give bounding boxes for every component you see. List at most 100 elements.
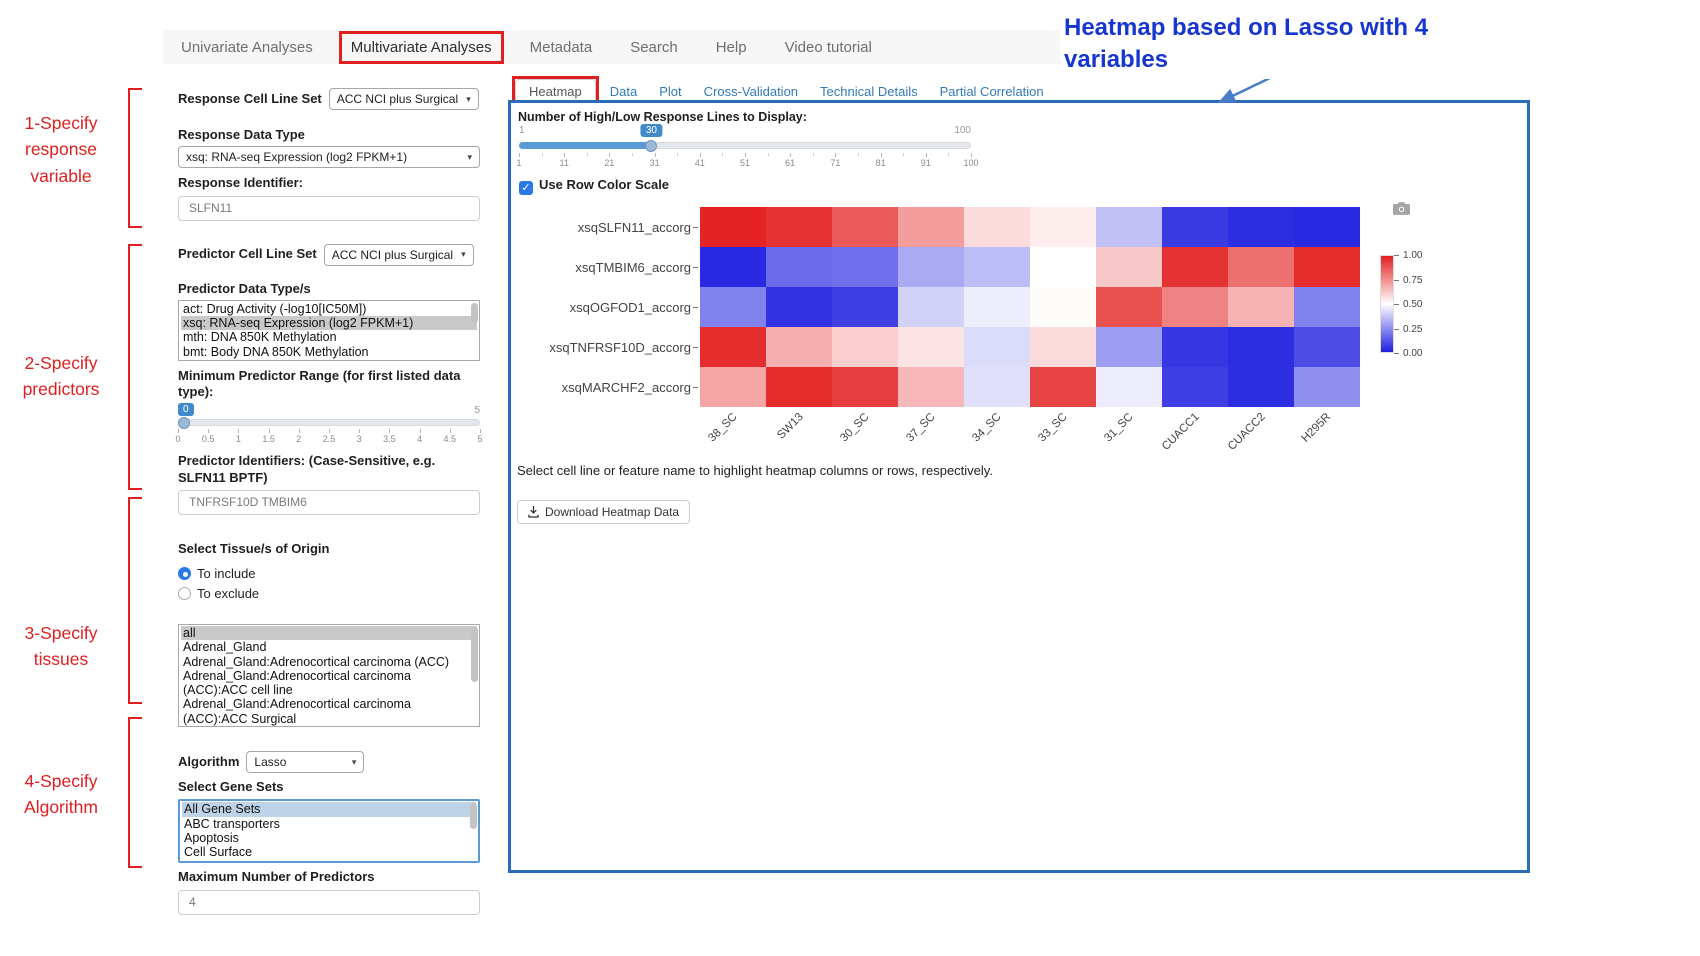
heatmap-column-label[interactable]: 37_SC [904, 411, 938, 445]
slider-ticks: 1 11 21 31 41 51 61 71 81 91 100 [516, 153, 979, 169]
response-data-type-select[interactable]: xsq: RNA-seq Expression (log2 FPKM+1) ▾ [178, 146, 480, 169]
option-adrenal-gland-adrenocortical-carcinoma-acc[interactable]: Adrenal_Gland:Adrenocortical carcinoma (… [183, 654, 450, 669]
option-adrenal-gland[interactable]: Adrenal_Gland [183, 640, 267, 655]
option-abc-transporters[interactable]: ABC transporters [184, 816, 280, 831]
heatmap-column-label[interactable]: CUACC2 [1225, 411, 1268, 453]
tab-cross-validation[interactable]: Cross-Validation [703, 84, 799, 99]
chevron-down-icon: ▾ [461, 249, 466, 259]
heatmap-column-label[interactable]: 38_SC [706, 411, 740, 445]
colorbar-ticks: 1.00 0.75 0.50 0.25 0.00 [1394, 250, 1434, 359]
predictor-cell-line-set-select[interactable]: ACC NCI plus Surgical ▾ [323, 243, 474, 266]
tab-data[interactable]: Data [609, 84, 638, 99]
heatmap-cell [898, 247, 964, 287]
heatmap-row-label[interactable]: xsqTNFRSF10D_accorg [549, 339, 691, 355]
use-row-color-scale-checkbox[interactable]: ✓ [519, 181, 533, 195]
slider-handle[interactable] [178, 417, 190, 430]
heatmap-column-label[interactable]: CUACC1 [1159, 411, 1202, 453]
predictor-data-types-listbox[interactable]: act: Drug Activity (-log10[IC50M]) xsq: R… [178, 299, 480, 361]
heatmap-cell [964, 327, 1030, 367]
predictor-identifiers-input[interactable] [178, 489, 480, 515]
heatmap-column-label[interactable]: 33_SC [1036, 411, 1070, 445]
min-predictor-range-label: Minimum Predictor Range (for first liste… [178, 367, 461, 399]
tab-technical-details[interactable]: Technical Details [820, 84, 918, 99]
heatmap-cell [1162, 287, 1228, 327]
slider-tick-mark [208, 429, 210, 434]
heatmap-cell [1228, 207, 1294, 247]
option-mth-dna-850k-methylation[interactable]: mth: DNA 850K Methylation [183, 330, 337, 345]
slider-tick-label: 1 [235, 434, 241, 445]
option-xsq-rna-seq-expression-log2-fpkm-1[interactable]: xsq: RNA-seq Expression (log2 FPKM+1) [181, 316, 477, 331]
chevron-down-icon: ▾ [466, 93, 471, 104]
scrollbar-thumb[interactable] [471, 302, 478, 323]
min-predictor-range-slider[interactable]: 0 5 0 0.5 1 1.5 2 2.5 3 3.5 4 4.5 5 [175, 403, 483, 445]
radio-to-exclude[interactable]: To exclude [178, 583, 480, 603]
heatmap-row: xsqTMBIM6_accorg [511, 247, 1360, 287]
nav-item-video-tutorial[interactable]: Video tutorial [784, 38, 872, 56]
option-apoptosis[interactable]: Apoptosis [184, 830, 239, 845]
scrollbar-thumb[interactable] [470, 803, 477, 830]
heatmap-column-label[interactable]: H295R [1299, 411, 1334, 445]
nav-item-multivariate-analyses[interactable]: Multivariate Analyses [338, 30, 504, 64]
heatmap-column-label[interactable]: 34_SC [970, 411, 1004, 445]
heatmap-row-label[interactable]: xsqOGFOD1_accorg [569, 299, 691, 315]
tab-plot[interactable]: Plot [659, 84, 682, 99]
response-lines-slider[interactable]: 1 100 30 1 11 21 31 41 51 61 71 81 91 100 [516, 123, 979, 168]
gene-sets-listbox[interactable]: All Gene Sets ABC transporters Apoptosis Ce… [178, 799, 480, 864]
nav-item-search[interactable]: Search [630, 38, 678, 56]
max-predictors-label: Maximum Number of Predictors [178, 869, 375, 885]
slider-tick-mark [858, 153, 859, 156]
option-cell-surface[interactable]: Cell Surface [184, 845, 253, 860]
heatmap-row-label[interactable]: xsqMARCHF2_accorg [561, 379, 691, 395]
response-cell-line-set-select[interactable]: ACC NCI plus Surgical ▾ [328, 88, 479, 110]
max-predictors-input[interactable] [178, 889, 480, 915]
heatmap-cell [766, 367, 832, 407]
tab-heatmap[interactable]: Heatmap [515, 79, 596, 104]
nav-item-help[interactable]: Help [715, 38, 747, 56]
heatmap-column-label[interactable]: SW13 [774, 411, 806, 442]
slider-handle[interactable] [645, 140, 658, 152]
heatmap-cell [1096, 327, 1162, 367]
slider-track[interactable] [178, 419, 480, 427]
annotation-step3: 3-Specify tissues [24, 623, 98, 670]
heatmap-cell [898, 327, 964, 367]
option-all-gene-sets[interactable]: All Gene Sets [182, 802, 476, 817]
heatmap-cell [1096, 287, 1162, 327]
heatmap-cell [1228, 367, 1294, 407]
annotation-step4: 4-Specify Algorithm [24, 771, 98, 818]
slider-tick-mark [449, 429, 451, 434]
slider-tick-label: 41 [694, 158, 705, 168]
response-cell-line-set-value: ACC NCI plus Surgical [336, 92, 459, 106]
colorbar-tick-mark [1394, 328, 1399, 330]
heatmap-cell [766, 287, 832, 327]
predictor-identifiers-label: Predictor Identifiers: (Case-Sensitive, … [178, 453, 436, 485]
option-bmt-body-dna-850k-methylation[interactable]: bmt: Body DNA 850K Methylation [183, 344, 369, 359]
colorbar-tick-label: 0.50 [1403, 299, 1423, 310]
download-heatmap-data-button[interactable]: Download Heatmap Data [517, 500, 691, 524]
predictor-cell-line-set-value: ACC NCI plus Surgical [331, 247, 454, 262]
radio-to-include[interactable]: To include [178, 563, 480, 583]
heatmap: xsqSLFN11_accorg xsqTMBIM6_accorg xsqOGFOD… [511, 207, 1360, 407]
option-adrenal-gland-adrenocortical-carcinoma-acc-acc-cell-line[interactable]: Adrenal_Gland:Adrenocortical carcinoma (… [183, 668, 411, 698]
response-identifier-input[interactable] [178, 195, 480, 221]
nav-item-metadata[interactable]: Metadata [529, 38, 593, 56]
heatmap-cell [832, 327, 898, 367]
gene-sets-label: Select Gene Sets [178, 779, 284, 794]
nav-item-univariate-analyses[interactable]: Univariate Analyses [181, 38, 313, 56]
camera-icon[interactable] [1393, 202, 1410, 220]
row-color-scale-control: ✓ Use Row Color Scale [519, 176, 669, 195]
heatmap-cell [766, 207, 832, 247]
heatmap-column-label[interactable]: 30_SC [838, 411, 872, 445]
slider-tick-mark [903, 153, 905, 156]
radio-label: To exclude [197, 585, 260, 601]
option-all[interactable]: all [181, 626, 477, 641]
tab-partial-correlation[interactable]: Partial Correlation [939, 84, 1044, 99]
option-act-drug-activity-log10-ic50m[interactable]: act: Drug Activity (-log10[IC50M]) [183, 301, 367, 316]
tissue-origin-listbox[interactable]: all Adrenal_Gland Adrenal_Gland:Adrenocort… [178, 624, 480, 727]
algorithm-select[interactable]: Lasso ▾ [246, 751, 365, 773]
option-adrenal-gland-adrenocortical-carcinoma-acc-acc-surgical[interactable]: Adrenal_Gland:Adrenocortical carcinoma (… [183, 697, 411, 726]
heatmap-row-label[interactable]: xsqTMBIM6_accorg [575, 259, 691, 275]
scrollbar-thumb[interactable] [471, 627, 478, 682]
heatmap-column-label[interactable]: 31_SC [1102, 411, 1136, 445]
heatmap-row-label[interactable]: xsqSLFN11_accorg [577, 219, 691, 235]
response-data-type-label: Response Data Type [178, 127, 305, 142]
